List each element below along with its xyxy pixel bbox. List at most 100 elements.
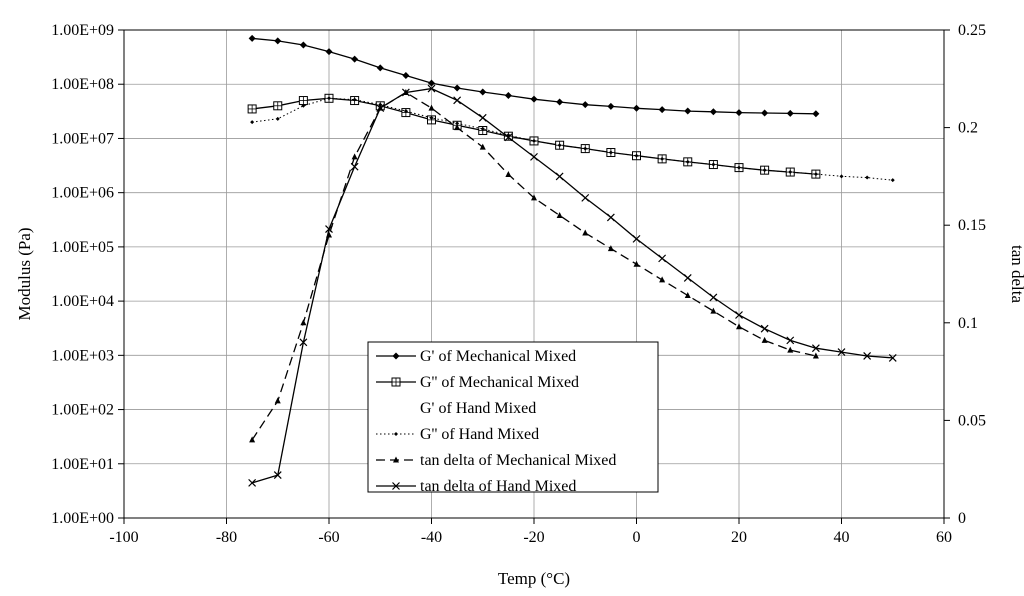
data-point (760, 324, 769, 333)
y-tick-label: 1.00E+08 (51, 76, 114, 93)
series-0 (248, 34, 820, 118)
data-point (479, 88, 487, 96)
y-tick-label: 1.00E+03 (51, 347, 114, 364)
data-point (531, 194, 537, 201)
data-point (248, 34, 256, 42)
y2-tick-label: 0.2 (958, 120, 978, 137)
data-point (300, 319, 307, 326)
data-point (659, 276, 666, 283)
legend-marker (394, 432, 398, 436)
data-point (274, 37, 282, 45)
legend-label: tan delta of Hand Mixed (420, 478, 576, 495)
data-point (761, 336, 768, 343)
legend: G' of Mechanical Mixed G'' of Mechanical … (367, 341, 659, 495)
data-point (788, 170, 793, 175)
data-point (709, 108, 717, 116)
data-point (736, 323, 742, 330)
data-point (351, 153, 358, 160)
series-5 (248, 84, 897, 487)
legend-label: G'' of Hand Mixed (420, 426, 539, 443)
data-point (455, 121, 460, 126)
data-point (634, 153, 639, 158)
data-point (633, 260, 640, 267)
x-tick-label: -100 (109, 529, 138, 546)
legend-item: G'' of Mechanical Mixed (376, 374, 579, 391)
legend-item: tan delta of Mechanical Mixed (376, 452, 616, 469)
y-tick-label: 1.00E+04 (51, 293, 114, 310)
x-tick-label: -40 (421, 529, 442, 546)
data-point (480, 126, 485, 131)
y2-axis-title: tan delta (1008, 245, 1024, 304)
x-tick-label: -80 (216, 529, 237, 546)
series-line (251, 87, 893, 484)
data-point (812, 110, 820, 118)
data-point (684, 107, 692, 115)
data-point (683, 273, 692, 282)
data-point (812, 352, 819, 359)
data-point (273, 101, 283, 111)
legend-marker (392, 482, 400, 490)
data-point (606, 213, 615, 222)
data-point (504, 133, 513, 142)
data-point (250, 120, 255, 125)
data-point (402, 71, 410, 79)
y-tick-label: 1.00E+09 (51, 22, 114, 39)
data-point (299, 338, 308, 347)
data-point (787, 346, 794, 353)
data-point (351, 55, 359, 63)
y2-tick-label: 0.15 (958, 217, 986, 234)
data-point (453, 84, 461, 92)
data-point (301, 103, 306, 108)
x-tick-label: -20 (523, 529, 544, 546)
data-point (660, 156, 665, 161)
series-layer (247, 34, 897, 487)
y2-tick-label: 0.05 (958, 412, 986, 429)
data-point (813, 172, 818, 177)
legend-label: G' of Mechanical Mixed (420, 348, 576, 365)
data-point (632, 234, 641, 243)
data-point (658, 106, 666, 114)
data-point (607, 102, 615, 110)
x-tick-label: 20 (731, 529, 747, 546)
data-point (325, 48, 333, 56)
data-point (839, 174, 844, 179)
y2-tick-label: 0.25 (958, 22, 986, 39)
legend-box (367, 341, 659, 493)
data-point (505, 170, 512, 177)
legend-marker (391, 377, 401, 387)
data-point (582, 229, 589, 236)
data-point (504, 91, 512, 99)
x-tick-label: 60 (936, 529, 952, 546)
data-point (247, 104, 257, 114)
legend-item: tan delta of Hand Mixed (376, 478, 576, 495)
data-point (530, 95, 538, 103)
data-point (274, 397, 281, 404)
y-tick-label: 1.00E+01 (51, 456, 114, 473)
data-point (325, 225, 333, 234)
data-point (786, 336, 795, 345)
data-point (403, 109, 408, 114)
y-tick-label: 1.00E+02 (51, 402, 114, 419)
data-point (608, 150, 613, 155)
data-point (761, 109, 769, 117)
y-tick-label: 1.00E+00 (51, 510, 114, 527)
data-point (685, 159, 690, 164)
data-point (863, 352, 872, 360)
data-point (811, 344, 820, 353)
data-point (762, 168, 767, 173)
data-point (711, 162, 716, 167)
data-point (737, 165, 741, 170)
x-tick-label: 40 (834, 529, 850, 546)
data-point (710, 307, 717, 314)
legend-label: tan delta of Mechanical Mixed (420, 452, 616, 469)
data-point (376, 104, 385, 113)
y-tick-label: 1.00E+05 (51, 239, 114, 256)
data-point (532, 138, 536, 143)
legend-item: G' of Hand Mixed (420, 400, 536, 417)
data-point (684, 291, 691, 298)
y2-tick-label: 0.1 (958, 315, 978, 332)
data-point (453, 96, 462, 105)
data-point (428, 104, 435, 111)
data-point (556, 211, 563, 218)
